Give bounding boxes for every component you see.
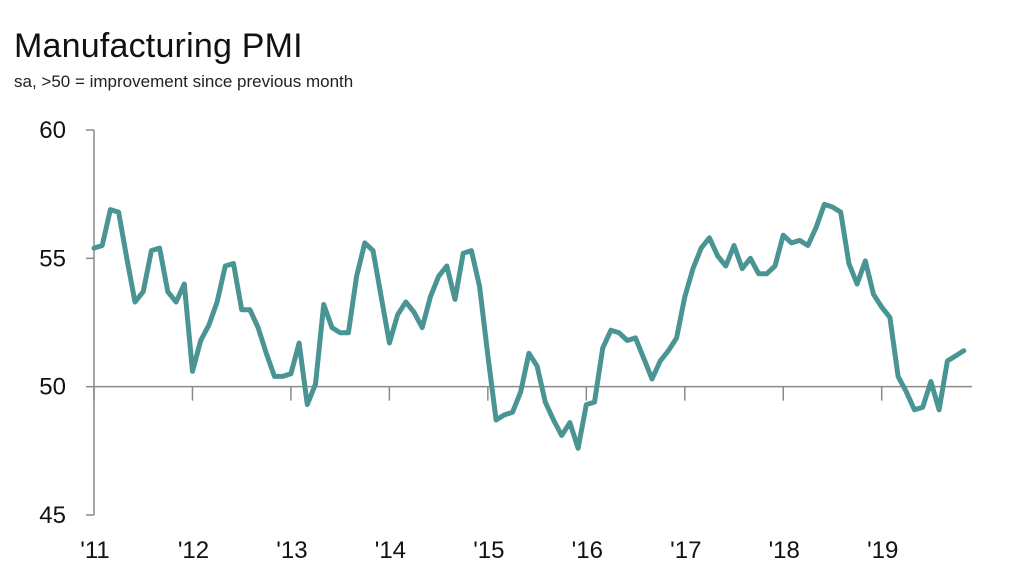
axes [86,129,972,516]
tick-labels: 45 50 55 60 '11 '12 '13 '14 '15 '16 '17 '18 '19 [39,117,898,564]
y-tick-label: 55 [39,245,66,272]
series-line-pmi [91,201,967,451]
x-tick-label: '14 [375,537,406,564]
y-tick-label: 60 [39,117,66,144]
chart-subtitle: sa, >50 = improvement since previous mon… [14,72,354,91]
x-tick-label: '12 [178,537,209,564]
x-tick-label: '11 [80,537,110,564]
series-layer [91,201,967,451]
x-tick-label: '19 [867,537,898,564]
x-tick-label: '15 [473,537,504,564]
y-tick-label: 50 [39,374,66,401]
chart-title: Manufacturing PMI [14,27,303,65]
y-tick-label: 45 [39,502,66,529]
x-tick-label: '13 [276,537,307,564]
x-tick-label: '16 [572,537,603,564]
x-tick-label: '18 [769,537,800,564]
x-tick-label: '17 [670,537,701,564]
